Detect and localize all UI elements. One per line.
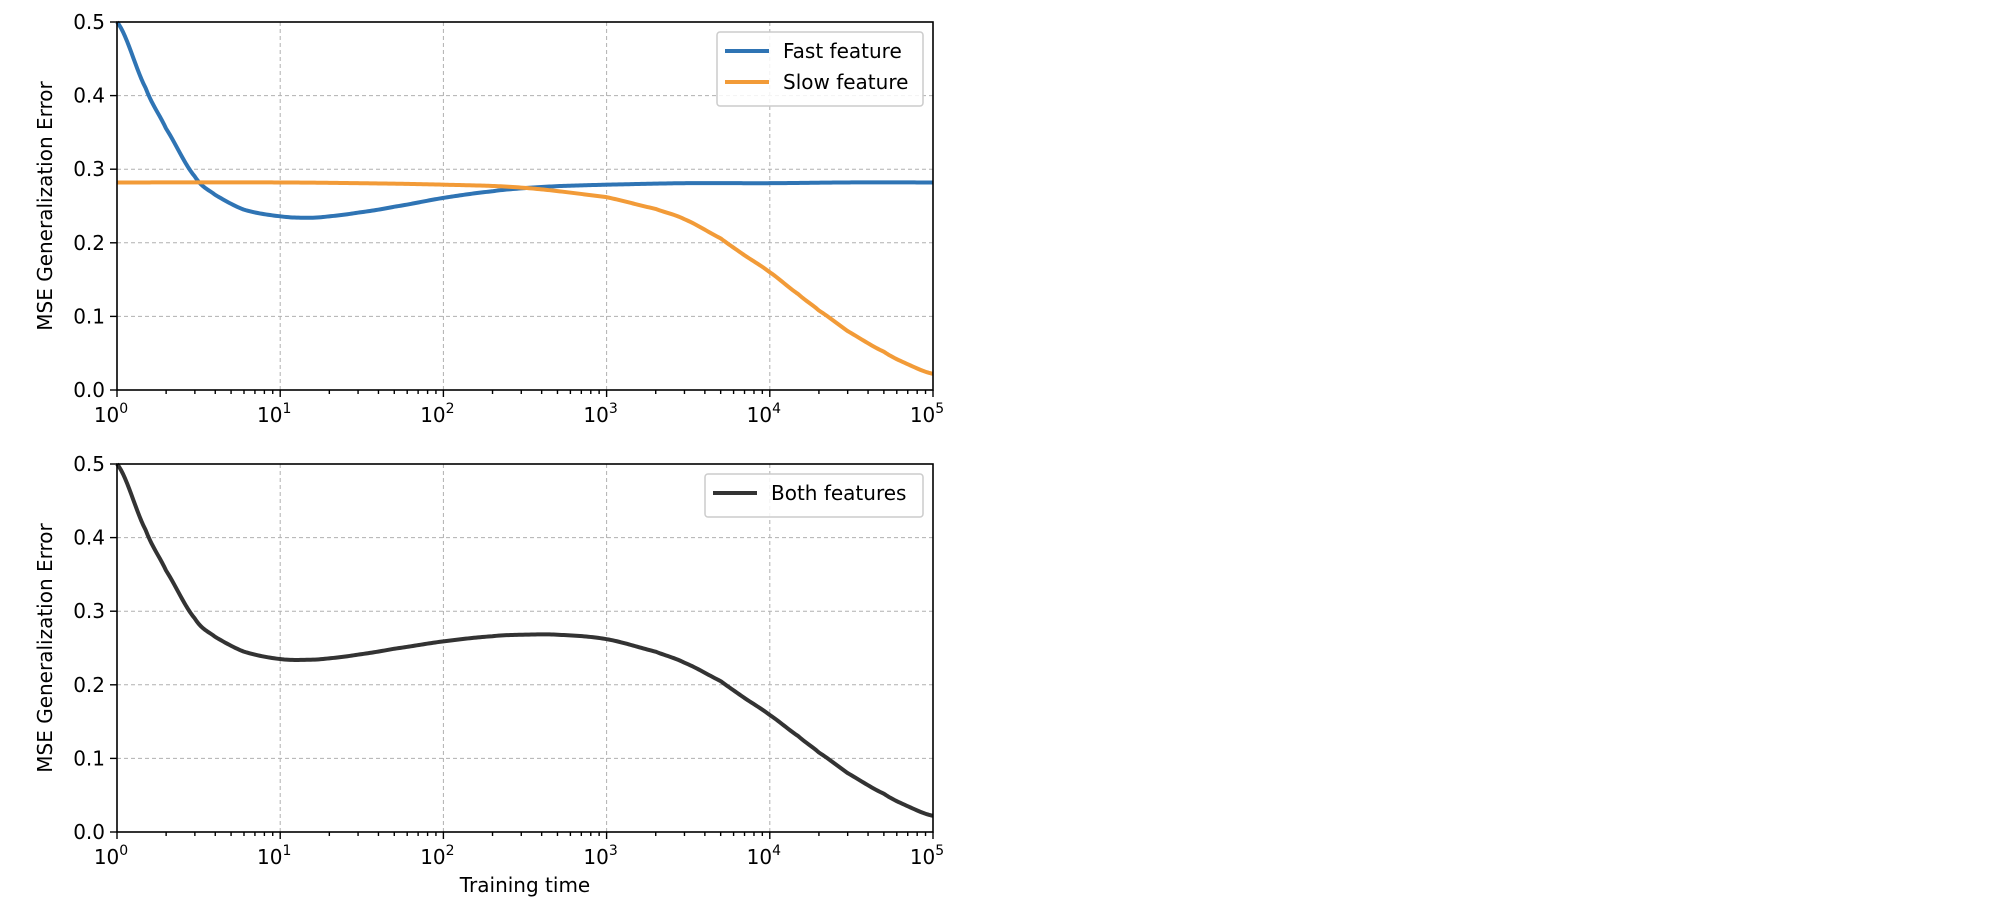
y-tick-label: 0.3 [73, 599, 105, 623]
x-tick-label: 105 [910, 843, 944, 869]
x-axis-title: Training time [459, 873, 590, 897]
plot-frame [116, 463, 934, 833]
x-tick-label: 103 [583, 401, 617, 427]
x-tick-label: 102 [420, 843, 454, 869]
y-tick-label: 0.2 [73, 673, 105, 697]
y-tick-label: 0.1 [73, 304, 105, 328]
x-tick-label: 102 [420, 401, 454, 427]
y-axis-title: MSE Generalization Error [33, 80, 57, 330]
y-tick-label: 0.0 [73, 820, 105, 844]
chart-bottom: 0.0 0.1 0.2 0.3 0.4 0.5 100 101 102 103 104 105 MSE … [33, 452, 944, 897]
x-tick-label: 105 [910, 401, 944, 427]
x-tick-label: 104 [747, 843, 781, 869]
y-tick-label: 0.5 [73, 10, 105, 34]
y-tick-label: 0.4 [73, 84, 105, 108]
legend-label: Slow feature [783, 70, 908, 94]
x-tick-label: 100 [94, 401, 128, 427]
x-tick-label: 100 [94, 843, 128, 869]
legend-label: Both features [771, 481, 906, 505]
y-tick-label: 0.3 [73, 157, 105, 181]
plot-frame [116, 21, 934, 391]
chart-top: 0.0 0.1 0.2 0.3 0.4 0.5 100 101 102 103 104 105 MSE … [33, 10, 944, 427]
series-line-slow-feature [117, 180, 934, 376]
x-tick-label: 101 [257, 401, 291, 427]
legend-label: Fast feature [783, 39, 902, 63]
x-tick-label: 101 [257, 843, 291, 869]
legend [704, 473, 924, 518]
x-tick-label: 104 [747, 401, 781, 427]
y-tick-label: 0.5 [73, 452, 105, 476]
y-tick-label: 0.4 [73, 526, 105, 550]
y-tick-label: 0.2 [73, 231, 105, 255]
series-line-both-features [115, 462, 934, 818]
y-axis-title: MSE Generalization Error [33, 522, 57, 772]
y-tick-label: 0.0 [73, 378, 105, 402]
y-tick-label: 0.1 [73, 746, 105, 770]
x-tick-label: 103 [583, 843, 617, 869]
